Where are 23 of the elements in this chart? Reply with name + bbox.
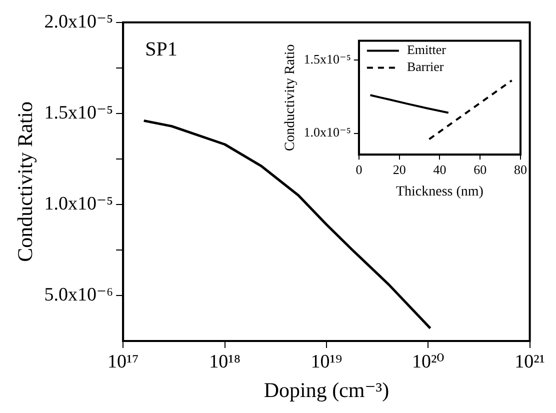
y-tick-label: 1.5x10⁻⁵	[44, 102, 114, 124]
x-tick-label: 10²¹	[514, 351, 546, 372]
x-tick-label: 10¹⁸	[209, 351, 240, 372]
x-tick-label: 10¹⁷	[107, 351, 139, 372]
legend-label: Emitter	[406, 42, 447, 58]
annotation: SP1	[145, 38, 178, 61]
x-tick-label: 10²⁰	[412, 351, 445, 372]
x-tick-label: 40	[433, 162, 446, 177]
x-tick-label: 10¹⁹	[310, 351, 342, 372]
y-tick-label: 2.0x10⁻⁵	[44, 11, 114, 32]
x-tick-label: 20	[392, 162, 406, 177]
x-tick-label: 0	[356, 162, 362, 177]
x-tick-label: 80	[514, 162, 527, 177]
x-axis-title: Doping (cm⁻³)	[264, 378, 390, 402]
legend-label: Barrier	[406, 59, 444, 74]
y-tick-label: 1.0x10⁻⁵	[44, 193, 114, 214]
x-axis-title: Thickness (nm)	[396, 184, 484, 200]
y-axis-title: Conductivity Ratio	[13, 101, 38, 262]
y-tick-label: 1.0x10⁻⁵	[304, 124, 351, 140]
y-tick-label: 1.5x10⁻⁵	[304, 51, 351, 66]
y-axis-title: Conductivity Ratio	[283, 44, 298, 152]
x-tick-label: 60	[474, 162, 487, 177]
y-tick-label: 5.0x10⁻⁶	[44, 284, 114, 306]
